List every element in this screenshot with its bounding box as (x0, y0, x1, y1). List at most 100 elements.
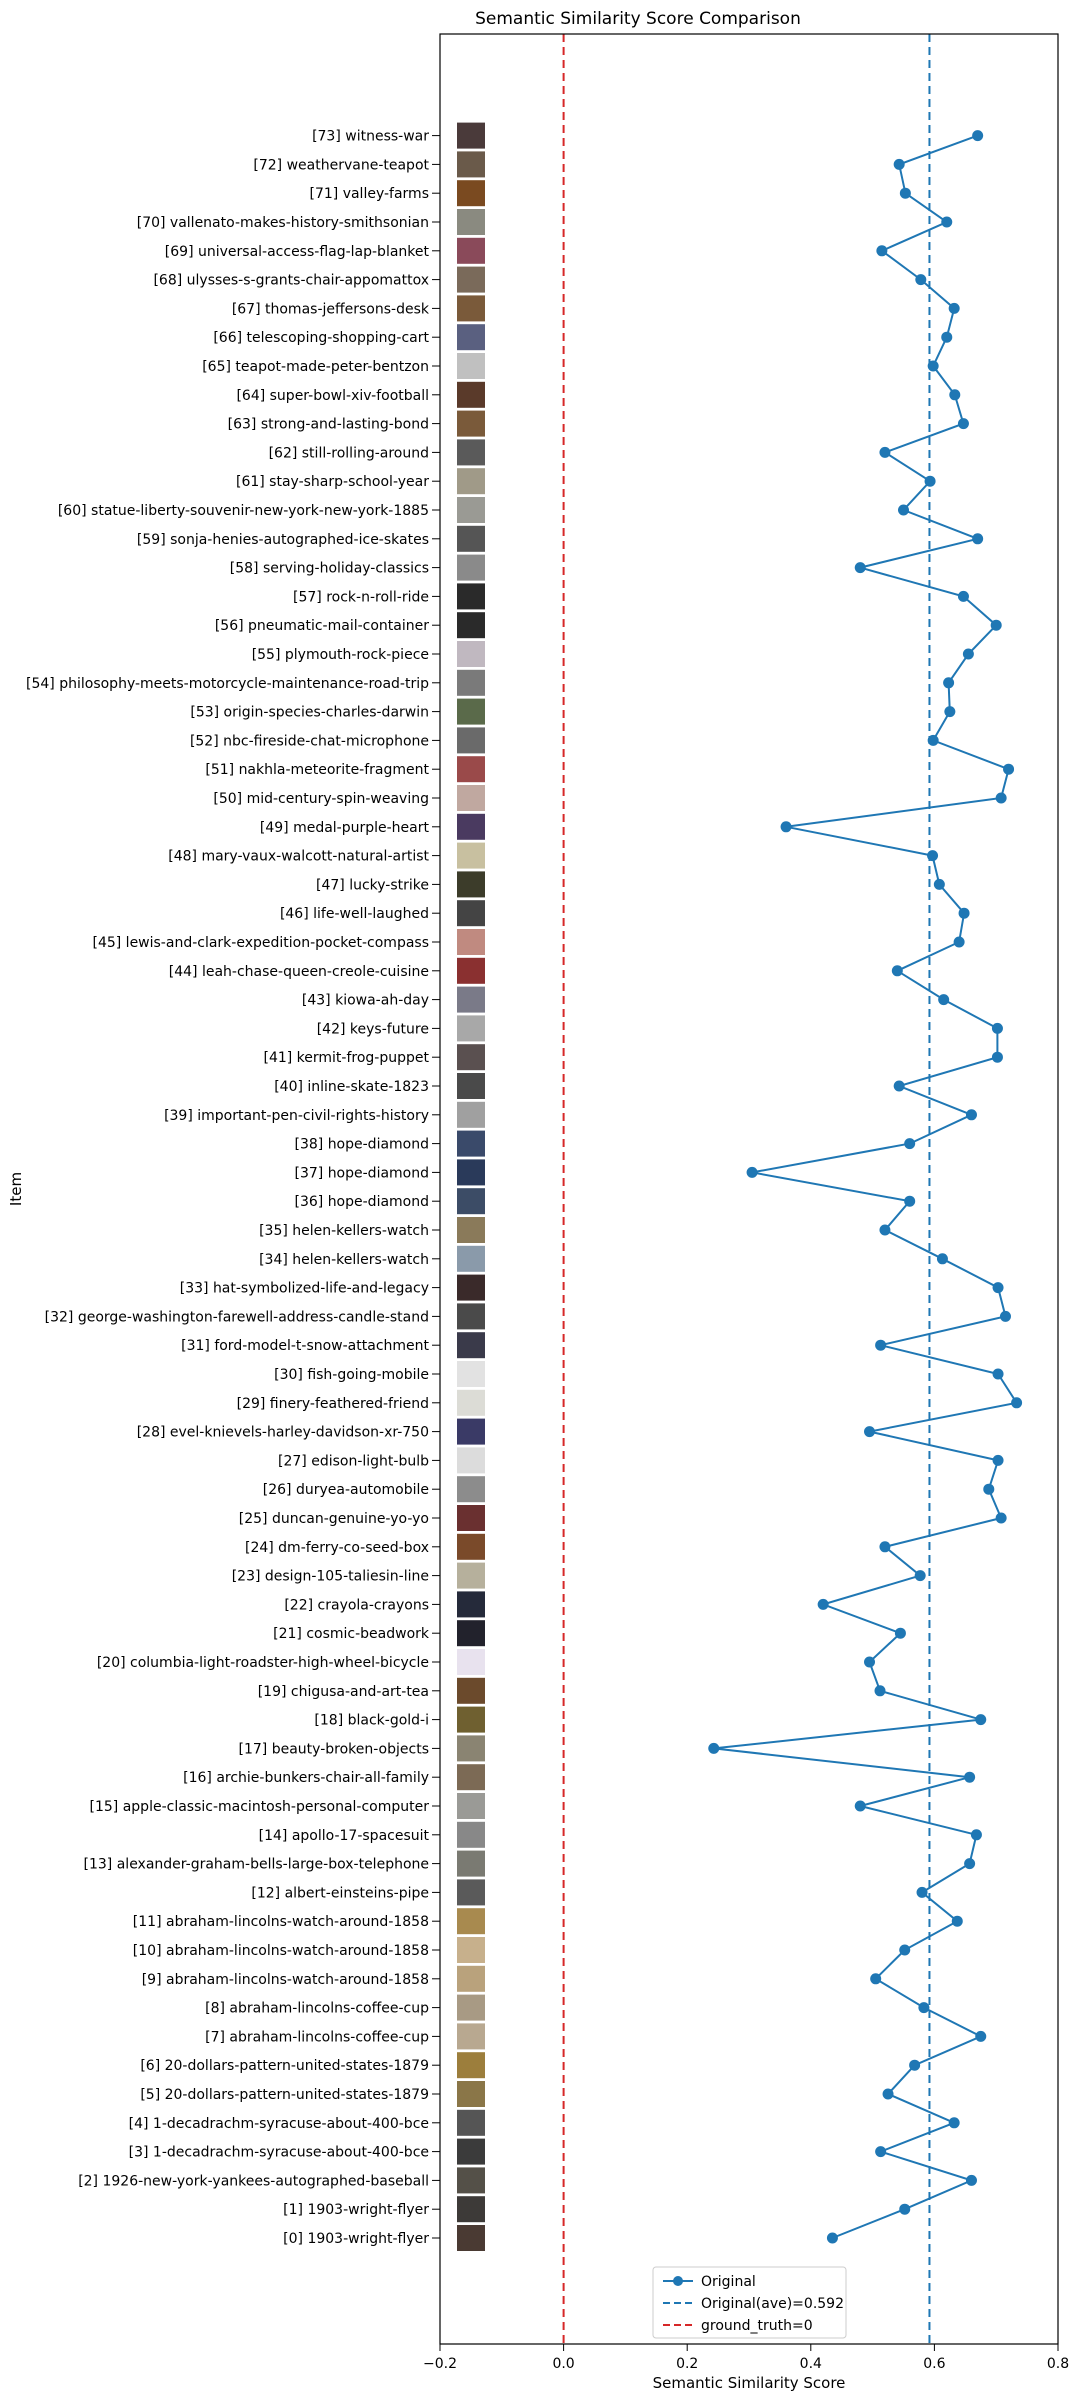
y-tick-label: [16] archie-bunkers-chair-all-family (183, 1770, 429, 1786)
item-thumbnail-image (457, 295, 485, 322)
item-thumbnail-image (457, 525, 485, 552)
item-thumbnail-image (457, 1044, 485, 1071)
data-point (891, 965, 903, 977)
item-thumbnail-image (457, 1418, 485, 1445)
item-thumbnail-image (457, 727, 485, 754)
data-point (864, 1656, 876, 1668)
data-point (904, 1138, 916, 1150)
y-tick-label: [70] vallenato-makes-history-smithsonian (137, 215, 429, 231)
y-tick-label: [53] origin-species-charles-darwin (190, 705, 429, 721)
y-tick-label: [32] george-washington-farewell-address-… (45, 1309, 429, 1325)
data-point (854, 1800, 866, 1812)
y-tick-label: [7] abraham-lincolns-coffee-cup (205, 2029, 429, 2045)
data-point (882, 2088, 894, 2100)
data-point (898, 504, 909, 516)
legend-original-marker (673, 2276, 683, 2286)
y-tick-label: [66] telescoping-shopping-cart (213, 330, 429, 346)
y-tick-label: [22] crayola-crayons (284, 1597, 429, 1613)
y-tick-label: [33] hat-symbolized-life-and-legacy (180, 1281, 429, 1297)
y-tick-label: [14] apollo-17-spacesuit (259, 1828, 430, 1844)
item-thumbnail-image (457, 266, 485, 293)
y-tick-label: [20] columbia-light-roadster-high-wheel-… (97, 1655, 429, 1671)
item-thumbnail-image (457, 1101, 485, 1128)
item-thumbnail-image (457, 986, 485, 1013)
x-tick-label: 0.4 (800, 2356, 822, 2372)
y-tick-labels: [0] 1903-wright-flyer [1] 1903-wright-fly… (26, 129, 440, 2247)
item-thumbnail-image (457, 353, 485, 379)
y-tick-label: [50] mid-century-spin-weaving (213, 791, 429, 807)
x-tick-label: 0.6 (923, 2356, 945, 2372)
data-point (995, 792, 1007, 804)
item-thumbnail-image (457, 698, 485, 725)
y-tick-label: [49] medal-purple-heart (260, 820, 430, 836)
data-point (957, 418, 969, 430)
y-tick-label: [42] keys-future (317, 1021, 429, 1037)
data-point (962, 648, 974, 660)
y-tick-label: [56] pneumatic-mail-container (215, 618, 429, 634)
y-tick-label: [34] helen-kellers-watch (259, 1252, 429, 1268)
item-thumbnail-image (457, 1361, 485, 1387)
item-thumbnail-image (457, 1965, 485, 1992)
data-point (992, 1368, 1004, 1380)
y-tick-label: [6] 20-dollars-pattern-united-states-187… (140, 2058, 429, 2074)
y-tick-label: [48] mary-vaux-walcott-natural-artist (168, 849, 429, 865)
y-tick-label: [1] 1903-wright-flyer (283, 2202, 429, 2218)
data-point (938, 994, 950, 1006)
item-thumbnail-image (457, 957, 485, 984)
y-tick-label: [27] edison-light-bulb (278, 1453, 429, 1469)
y-tick-label: [17] beauty-broken-objects (239, 1741, 429, 1757)
y-tick-label: [46] life-well-laughed (280, 906, 429, 922)
y-tick-label: [15] apple-classic-macintosh-personal-co… (90, 1799, 430, 1815)
x-tick-label: 0.8 (1047, 2356, 1069, 2372)
y-tick-label: [23] design-105-taliesin-line (232, 1569, 429, 1585)
y-tick-label: [31] ford-model-t-snow-attachment (181, 1338, 429, 1354)
item-thumbnail-image (457, 1015, 485, 1042)
data-point (904, 1195, 916, 1207)
data-point (927, 850, 939, 862)
y-tick-label: [9] abraham-lincolns-watch-around-1858 (142, 1972, 429, 1988)
data-point (899, 187, 911, 199)
item-thumbnail-image (457, 1533, 485, 1560)
data-point (927, 734, 939, 746)
item-thumbnail-image (457, 1159, 485, 1186)
y-tick-label: [11] abraham-lincolns-watch-around-1858 (133, 1914, 429, 1930)
data-point (970, 1829, 982, 1841)
y-tick-label: [51] nakhla-meteorite-fragment (205, 762, 429, 778)
data-point (899, 2203, 911, 2215)
data-point (936, 1253, 948, 1265)
data-point (924, 475, 936, 487)
y-tick-label: [69] universal-access-flag-lap-blanket (165, 244, 430, 260)
item-thumbnail-image (457, 468, 485, 495)
item-thumbnail-image (457, 1994, 485, 2021)
y-tick-label: [30] fish-going-mobile (274, 1367, 429, 1383)
y-tick-label: [4] 1-decadrachm-syracuse-about-400-bce (129, 2116, 429, 2132)
data-point (875, 1339, 887, 1351)
item-thumbnail-image (457, 813, 485, 840)
item-thumbnail-image (457, 2196, 485, 2223)
item-thumbnail-image (457, 180, 485, 207)
item-thumbnail-image (457, 1274, 485, 1301)
item-thumbnail-image (457, 1073, 485, 1099)
item-thumbnail-image (457, 2052, 485, 2079)
y-tick-label: [52] nbc-fireside-chat-microphone (190, 733, 429, 749)
data-point (990, 619, 1002, 631)
chart-title: Semantic Similarity Score Comparison (475, 9, 801, 29)
y-tick-label: [37] hope-diamond (295, 1165, 430, 1181)
y-tick-label: [0] 1903-wright-flyer (283, 2231, 429, 2247)
data-point (893, 158, 905, 170)
y-tick-label: [38] hope-diamond (295, 1137, 430, 1153)
item-thumbnail-image (457, 497, 485, 523)
item-thumbnail-image (457, 381, 485, 408)
data-point (948, 2117, 960, 2129)
reference-lines (562, 34, 931, 2344)
y-tick-label: [39] important-pen-civil-rights-history (164, 1108, 429, 1124)
data-point (874, 1685, 886, 1697)
y-tick-label: [59] sonja-henies-autographed-ice-skates (137, 532, 429, 548)
y-tick-label: [71] valley-farms (310, 186, 430, 202)
y-tick-label: [40] inline-skate-1823 (274, 1079, 429, 1095)
y-tick-label: [5] 20-dollars-pattern-united-states-187… (140, 2087, 429, 2103)
data-point (879, 446, 891, 458)
y-tick-label: [29] finery-feathered-friend (237, 1396, 429, 1412)
item-thumbnail-image (457, 641, 485, 667)
